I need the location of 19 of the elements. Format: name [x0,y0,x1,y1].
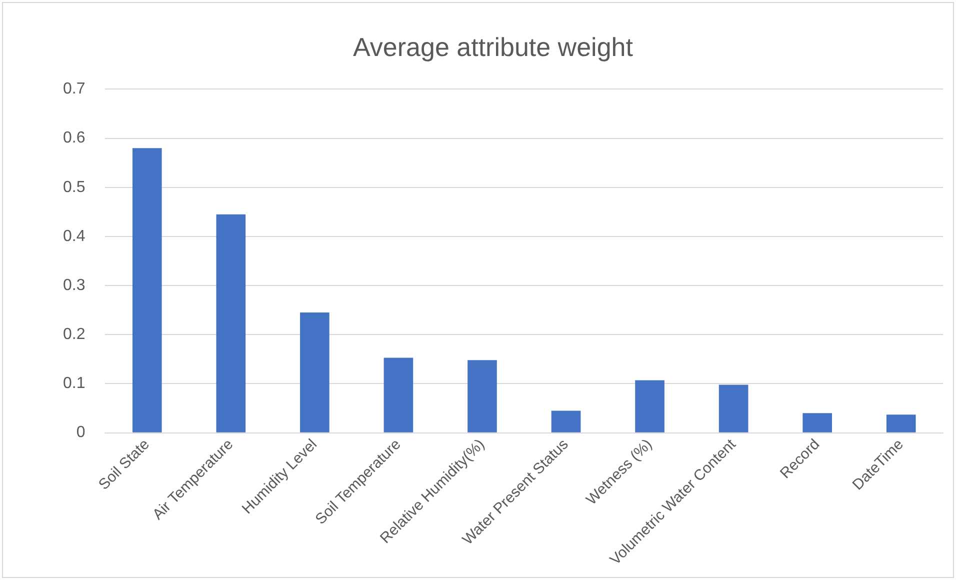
y-tick-label: 0.3 [62,276,86,294]
y-tick-label: 0.1 [62,375,86,392]
y-tick-label: 0.4 [62,228,86,245]
bar [886,414,916,432]
bar [802,413,832,432]
y-tick-label: 0.5 [62,178,86,196]
bar [132,148,162,432]
bar [384,358,414,432]
chart-title: Average attribute weight [353,32,634,62]
bar [216,214,246,432]
bar [551,410,581,432]
y-tick-label: 0.2 [62,326,86,344]
bar [300,312,330,432]
y-tick-label: 0.7 [62,80,86,98]
bar [635,380,664,432]
bar [468,360,497,432]
y-tick-label: 0 [76,424,86,442]
bar [718,384,748,432]
y-tick-label: 0.6 [62,130,86,147]
